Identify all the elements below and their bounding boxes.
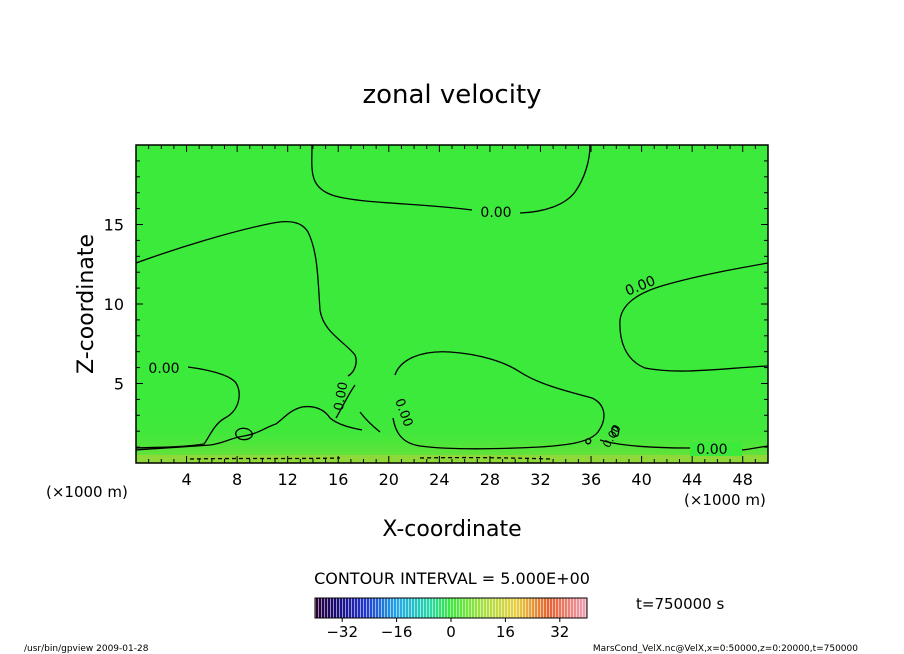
contour-upper-left <box>135 221 357 377</box>
contour-surface-right <box>599 439 769 451</box>
contour-surface-left <box>135 405 363 451</box>
contour-negative-dashed <box>189 456 551 460</box>
footer-right: MarsCond_VelX.nc@VelX,x=0:50000,z=0:2000… <box>593 644 858 654</box>
x-tick-label: 44 <box>682 470 702 489</box>
time-label: t=750000 s <box>636 595 724 613</box>
contour-label: 0.00 <box>148 361 179 377</box>
contour-small-loop-1 <box>234 427 253 441</box>
y-axis-label: Z-coordinate <box>74 234 99 374</box>
x-tick-label: 20 <box>379 470 399 489</box>
near-surface-shading <box>136 395 768 463</box>
contour-label: 0.00 <box>696 442 727 458</box>
x-tick-label: 12 <box>278 470 298 489</box>
colorbar-stripes <box>315 598 587 618</box>
x-tick-label: 28 <box>480 470 500 489</box>
contour-label: 0.00 <box>332 381 352 412</box>
x-axis-unit-left: (×1000 m) <box>46 483 128 501</box>
contour-small-loop-2 <box>611 426 620 437</box>
x-tick-label: 24 <box>429 470 449 489</box>
x-axis-unit-right: (×1000 m) <box>684 491 766 509</box>
colorbar-tick-label: 32 <box>550 623 569 641</box>
colorbar-tick-label: −16 <box>381 623 413 641</box>
y-tick-label: 5 <box>114 375 124 394</box>
x-tick-label: 36 <box>581 470 601 489</box>
footer-left: /usr/bin/gpview 2009-01-28 <box>24 644 149 654</box>
colorbar: −32 −16 0 16 32 <box>314 597 588 641</box>
x-tick-label: 40 <box>631 470 651 489</box>
x-tick-label: 8 <box>232 470 242 489</box>
y-axis-ticks: 5 10 15 <box>104 160 768 448</box>
contour-interval: CONTOUR INTERVAL = 5.000E+00 <box>314 569 590 588</box>
colorbar-ticks: −32 −16 0 16 32 <box>326 618 569 641</box>
y-tick-label: 10 <box>104 295 124 314</box>
contour-gap-left <box>335 384 381 433</box>
colorbar-tick-label: 0 <box>446 623 456 641</box>
chart-title: zonal velocity <box>362 80 541 110</box>
contour-top <box>311 144 591 214</box>
contour-central-blob <box>392 351 605 450</box>
contour-small-loop-3 <box>585 438 592 445</box>
x-axis-label: X-coordinate <box>382 517 521 542</box>
colorbar-tick-label: −32 <box>326 623 358 641</box>
plot-area: 0.00 0.00 0.00 0.00 0.00 0.00 0.00 <box>135 144 769 464</box>
x-tick-label: 16 <box>328 470 348 489</box>
contour-label: 0.00 <box>480 205 511 221</box>
contour-lines <box>135 144 769 460</box>
x-tick-label: 4 <box>181 470 191 489</box>
x-axis-ticks: 4 8 12 16 20 24 28 32 36 40 44 48 <box>148 145 756 489</box>
x-tick-label: 32 <box>530 470 550 489</box>
colorbar-tick-label: 16 <box>496 623 515 641</box>
x-tick-label: 48 <box>733 470 753 489</box>
y-tick-label: 15 <box>104 216 124 235</box>
contour-labels: 0.00 0.00 0.00 0.00 0.00 0.00 0.00 <box>140 204 742 458</box>
contour-right-blob <box>619 262 769 372</box>
